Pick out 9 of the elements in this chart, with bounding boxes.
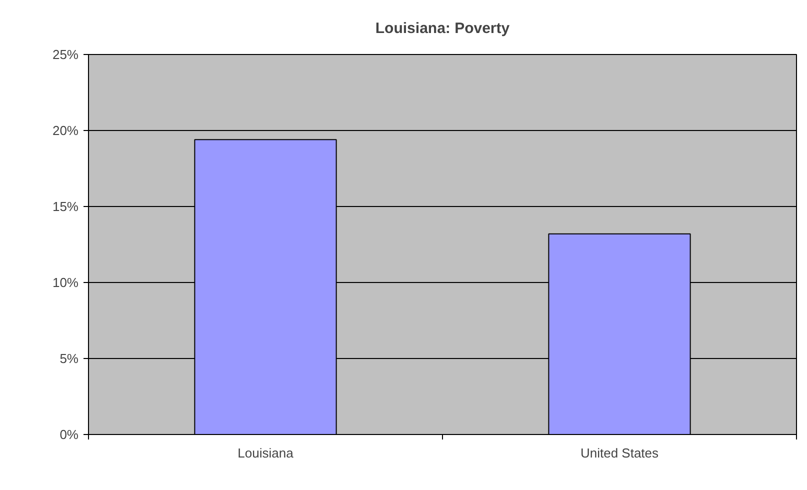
chart-title: Louisiana: Poverty (375, 20, 510, 37)
y-tick-label: 15% (52, 199, 79, 214)
y-tick-label: 20% (52, 123, 79, 138)
x-tick-label: Louisiana (238, 446, 294, 460)
x-tick-label: United States (580, 446, 660, 460)
y-tick-label: 0% (60, 427, 79, 442)
y-tick-label: 25% (52, 47, 79, 62)
y-tick-label: 10% (52, 275, 79, 290)
y-tick-label: 5% (60, 351, 79, 366)
